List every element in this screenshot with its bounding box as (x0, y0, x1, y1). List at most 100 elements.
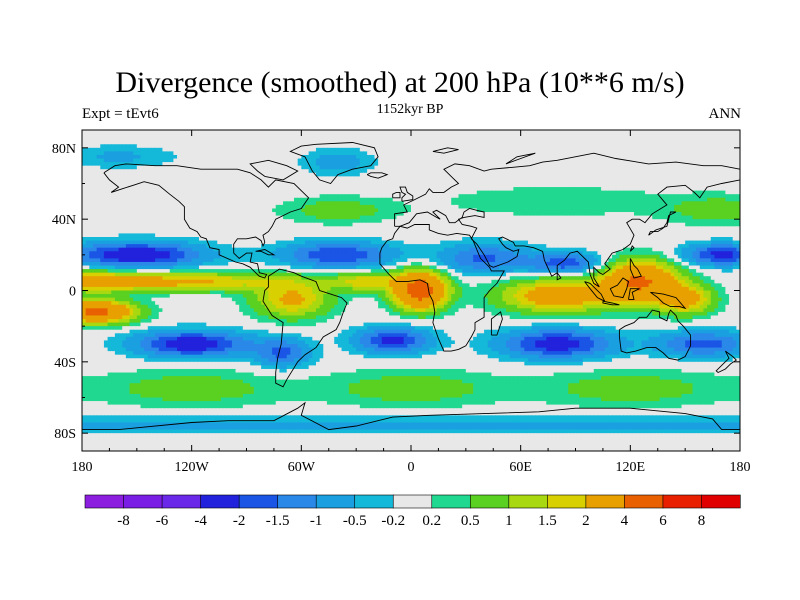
field-cell (520, 222, 525, 227)
field-cell (111, 183, 116, 188)
field-cell (655, 194, 661, 199)
field-cell (699, 165, 705, 170)
field-cell (531, 137, 536, 142)
field-cell (206, 158, 211, 163)
field-cell (524, 172, 529, 177)
field-cell (524, 197, 529, 202)
field-cell (579, 215, 584, 220)
field-cell (144, 215, 149, 220)
field-cell (440, 176, 445, 181)
field-cell (513, 212, 518, 217)
field-cell (334, 187, 339, 192)
field-cell (118, 208, 123, 213)
field-cell (495, 194, 500, 199)
field-cell (440, 158, 445, 163)
field-cell (608, 151, 613, 156)
field-cell (648, 208, 653, 213)
field-cell (111, 133, 116, 138)
field-cell (696, 197, 701, 202)
field-cell (308, 169, 313, 174)
field-cell (549, 176, 555, 181)
field-cell (564, 165, 569, 170)
field-cell (385, 194, 390, 199)
field-cell (92, 212, 98, 217)
field-cell (443, 172, 449, 177)
field-cell (129, 158, 134, 163)
field-cell (82, 140, 87, 145)
field-cell (114, 201, 120, 206)
field-cell (334, 147, 339, 152)
field-cell (378, 172, 383, 177)
field-cell (432, 219, 438, 224)
field-cell (718, 172, 723, 177)
field-cell (177, 204, 182, 210)
field-cell (506, 133, 511, 138)
field-cell (495, 133, 500, 138)
field-cell (440, 133, 445, 138)
field-cell (652, 165, 657, 170)
field-cell (326, 154, 332, 160)
field-cell (487, 201, 493, 206)
field-cell (418, 140, 423, 145)
field-cell (89, 130, 94, 135)
field-cell (341, 154, 346, 160)
field-cell (557, 162, 562, 167)
field-cell (447, 154, 452, 160)
field-cell (111, 187, 116, 192)
field-cell (601, 212, 606, 217)
field-cell (484, 133, 489, 138)
field-cell (509, 222, 514, 227)
field-cell (122, 219, 127, 224)
field-cell (644, 212, 650, 217)
field-cell (140, 187, 145, 192)
field-cell (513, 144, 518, 149)
field-cell (484, 197, 489, 202)
field-cell (92, 215, 98, 220)
field-cell (681, 144, 686, 149)
field-cell (180, 190, 185, 195)
field-cell (707, 187, 712, 192)
field-cell (432, 222, 438, 227)
field-cell (586, 197, 591, 202)
field-cell (312, 169, 317, 174)
field-cell (699, 137, 705, 142)
field-cell (732, 151, 737, 156)
field-cell (330, 162, 335, 167)
field-cell (334, 130, 339, 135)
field-cell (429, 162, 434, 167)
field-cell (217, 183, 222, 188)
field-cell (440, 147, 445, 152)
field-cell (670, 165, 675, 170)
field-cell (538, 179, 544, 185)
field-cell (136, 212, 142, 217)
field-cell (151, 190, 156, 195)
field-cell (367, 158, 372, 163)
field-cell (432, 130, 438, 135)
field-cell (224, 187, 229, 192)
field-cell (568, 204, 573, 210)
field-cell (250, 140, 255, 145)
field-cell (239, 212, 244, 217)
field-cell (228, 208, 233, 213)
field-cell (476, 201, 482, 206)
field-cell (323, 176, 328, 181)
field-cell (729, 154, 734, 160)
field-cell (140, 140, 145, 145)
field-cell (367, 208, 372, 213)
field-cell (297, 137, 302, 142)
field-cell (652, 172, 657, 177)
field-cell (513, 169, 518, 174)
field-cell (473, 226, 478, 231)
field-cell (85, 212, 90, 217)
field-cell (681, 176, 686, 181)
field-cell (612, 176, 617, 181)
field-cell (100, 130, 105, 135)
field-cell (103, 204, 109, 210)
field-cell (696, 137, 701, 142)
field-cell (264, 176, 270, 181)
field-cell (703, 151, 708, 156)
field-cell (641, 165, 646, 170)
field-cell (586, 162, 591, 167)
field-cell (480, 165, 485, 170)
field-cell (633, 154, 639, 160)
